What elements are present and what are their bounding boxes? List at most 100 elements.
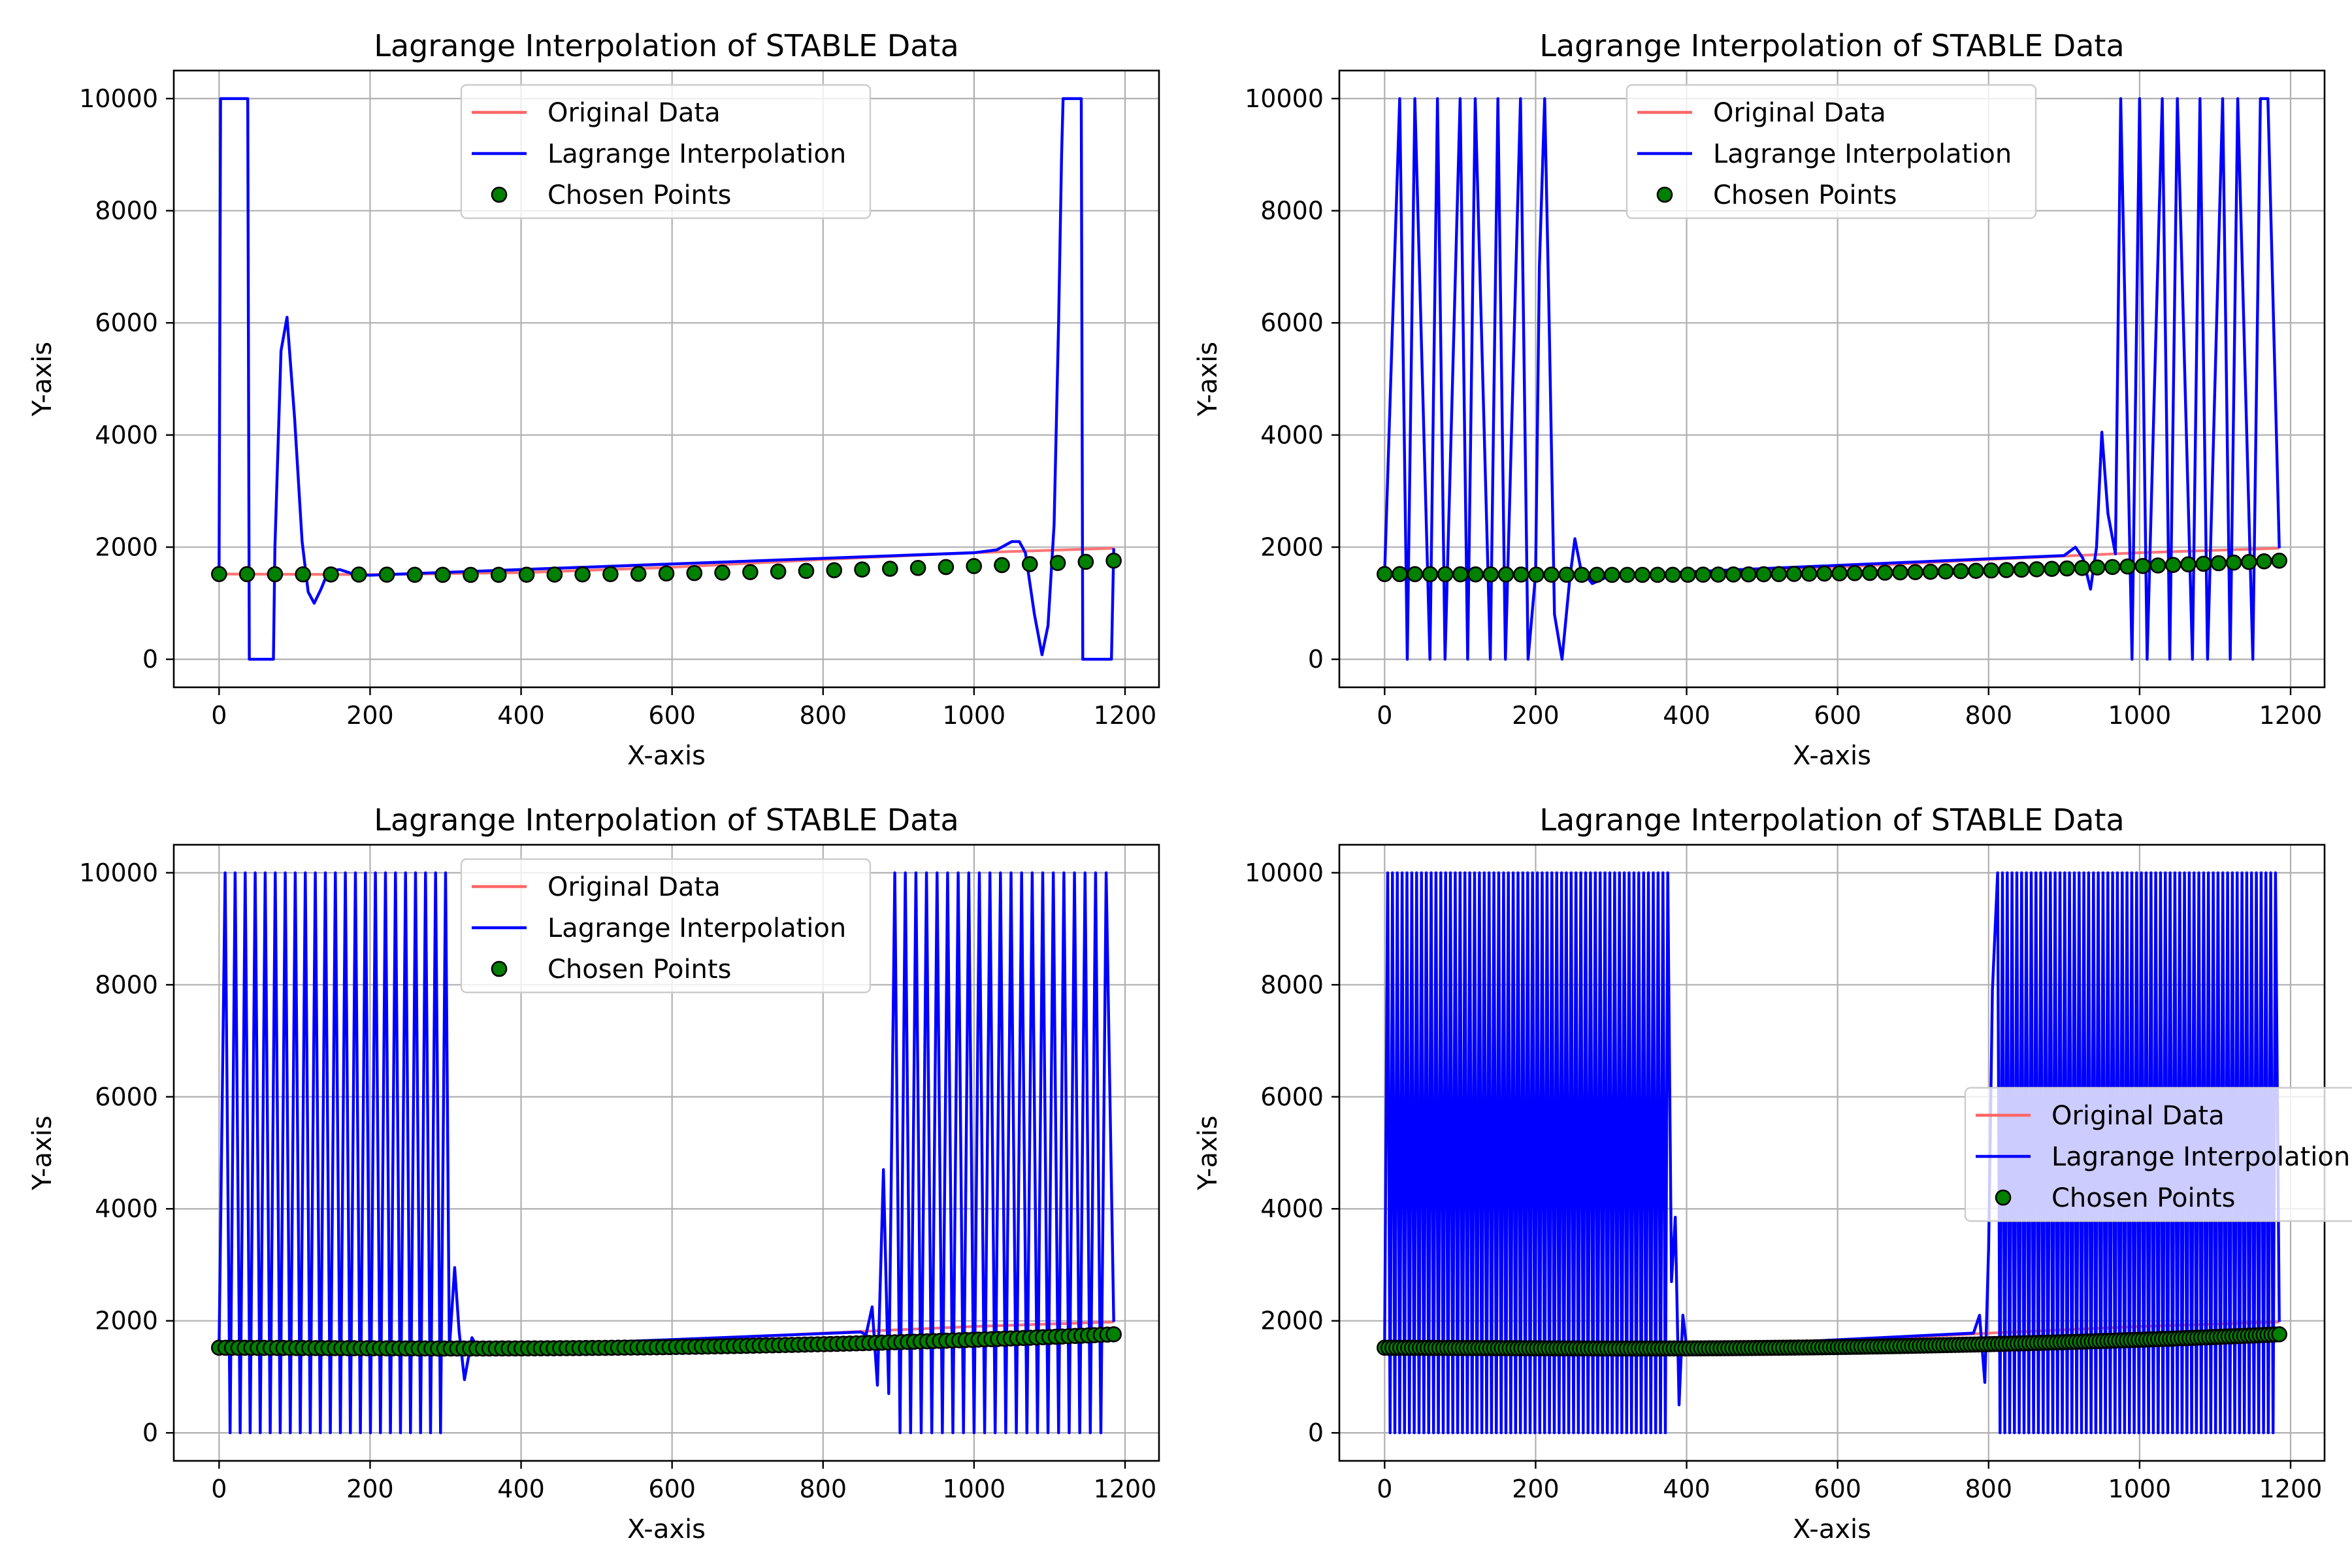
x-tick-label: 800 bbox=[800, 1475, 847, 1503]
y-tick-label: 8000 bbox=[1260, 197, 1324, 225]
x-tick-label: 400 bbox=[1663, 701, 1710, 730]
x-tick-label: 600 bbox=[1814, 1475, 1861, 1503]
y-tick-label: 10000 bbox=[1245, 84, 1324, 113]
y-tick-label: 4000 bbox=[1260, 421, 1324, 449]
chosen-point bbox=[1573, 566, 1590, 583]
x-axis-label: X-axis bbox=[627, 1514, 706, 1544]
x-tick-label: 1000 bbox=[2108, 1475, 2172, 1503]
subplot-4: 0 200 400 600 800 1000 1200 0 2000 4000 6000 8000 10… bbox=[1193, 802, 2352, 1544]
legend-frame bbox=[460, 858, 872, 994]
x-tick-label: 0 bbox=[1377, 701, 1392, 730]
chosen-point bbox=[1998, 562, 2015, 578]
x-tick-label: 1000 bbox=[943, 701, 1006, 730]
chosen-point bbox=[2271, 552, 2287, 569]
chosen-point bbox=[2225, 554, 2242, 571]
chosen-point bbox=[2256, 553, 2272, 570]
y-tick-label: 0 bbox=[1308, 645, 1324, 674]
y-tick-label: 8000 bbox=[95, 197, 158, 225]
y-tick-label: 0 bbox=[142, 1418, 158, 1447]
chosen-point bbox=[546, 566, 563, 583]
chosen-point bbox=[238, 566, 255, 583]
x-tick-label: 600 bbox=[648, 701, 696, 730]
chosen-point bbox=[1497, 566, 1514, 583]
chosen-point bbox=[1588, 566, 1605, 583]
chosen-point bbox=[2013, 561, 2030, 578]
y-tick-label: 8000 bbox=[95, 970, 158, 999]
legend-label: Lagrange Interpolation bbox=[1713, 139, 2012, 169]
y-tick-label: 4000 bbox=[95, 1194, 158, 1223]
y-axis-label: Y-axis bbox=[27, 342, 57, 417]
x-tick-label: 1200 bbox=[1094, 701, 1157, 730]
subplot-1: 0 200 400 600 800 1000 1200 0 2000 4000 6000 8000 10… bbox=[27, 28, 1160, 771]
series-lagrange-interpolation bbox=[218, 871, 1115, 1435]
y-tick-label: 4000 bbox=[95, 421, 158, 449]
chart-title: Lagrange Interpolation of STABLE Data bbox=[374, 28, 958, 63]
chosen-point bbox=[1634, 566, 1651, 583]
x-axis-label: X-axis bbox=[1793, 1514, 1871, 1544]
y-axis-label: Y-axis bbox=[1193, 342, 1223, 417]
chosen-point bbox=[1861, 564, 1878, 581]
chosen-point bbox=[630, 566, 647, 582]
chosen-point bbox=[1952, 563, 1969, 580]
axes-frame bbox=[172, 69, 1160, 689]
y-axis-label: Y-axis bbox=[1193, 1115, 1223, 1190]
x-tick-label: 800 bbox=[800, 701, 847, 730]
legend-label: Lagrange Interpolation bbox=[2051, 1142, 2350, 1172]
legend-frame bbox=[460, 84, 872, 220]
x-axis-label: X-axis bbox=[627, 741, 706, 771]
chosen-point bbox=[1649, 566, 1666, 583]
chosen-point bbox=[1725, 566, 1742, 583]
chosen-point bbox=[1077, 553, 1094, 570]
x-tick-label: 1200 bbox=[2259, 701, 2323, 730]
y-tick-label: 10000 bbox=[79, 858, 158, 887]
legend-label: Lagrange Interpolation bbox=[547, 913, 846, 943]
chosen-point bbox=[574, 566, 591, 583]
chosen-point bbox=[1377, 566, 1393, 582]
legend-swatch-chosen bbox=[491, 186, 508, 203]
y-tick-label: 6000 bbox=[95, 308, 158, 337]
y-tick-label: 2000 bbox=[95, 1307, 158, 1335]
plot-area bbox=[211, 871, 1122, 1435]
y-tick-label: 0 bbox=[1308, 1418, 1324, 1447]
legend: Original Data Lagrange Interpolation Chose… bbox=[1625, 84, 2037, 220]
chosen-point bbox=[463, 566, 479, 583]
x-tick-label: 400 bbox=[1663, 1475, 1710, 1503]
y-tick-label: 2000 bbox=[1260, 532, 1324, 561]
legend-label: Lagrange Interpolation bbox=[547, 139, 846, 169]
y-tick-label: 6000 bbox=[1260, 308, 1324, 337]
chosen-point bbox=[2149, 557, 2166, 574]
chosen-point bbox=[1528, 566, 1544, 583]
y-tick-label: 2000 bbox=[1260, 1307, 1324, 1335]
chosen-point bbox=[2134, 558, 2151, 574]
plot-area bbox=[1377, 871, 2287, 1435]
subplot-3: 0 200 400 600 800 1000 1200 0 2000 4000 6000 8000 10… bbox=[27, 802, 1160, 1544]
chosen-point bbox=[2104, 559, 2121, 576]
chosen-point bbox=[1937, 563, 1954, 580]
legend-swatch-chosen bbox=[491, 960, 508, 977]
legend-label: Original Data bbox=[547, 872, 721, 902]
chosen-point bbox=[1801, 565, 1818, 582]
chosen-point bbox=[1437, 566, 1454, 583]
axes-frame bbox=[1338, 69, 2326, 689]
legend-label: Original Data bbox=[547, 98, 721, 128]
chosen-point bbox=[2074, 560, 2091, 576]
chosen-point bbox=[909, 559, 926, 576]
chosen-point bbox=[211, 566, 227, 582]
chosen-point bbox=[1407, 566, 1424, 583]
x-axis-label: X-axis bbox=[1793, 741, 1871, 771]
chosen-point bbox=[714, 564, 730, 581]
chosen-point bbox=[1831, 565, 1848, 581]
chosen-point bbox=[1680, 566, 1696, 583]
chosen-point bbox=[1558, 566, 1575, 583]
x-tick-label: 0 bbox=[211, 701, 227, 730]
chosen-point bbox=[1665, 566, 1681, 583]
chosen-point bbox=[2089, 559, 2106, 576]
chosen-point bbox=[854, 561, 870, 578]
x-tick-label: 800 bbox=[1965, 701, 2013, 730]
chosen-point bbox=[602, 566, 619, 583]
x-tick-label: 1200 bbox=[1094, 1475, 1157, 1503]
chosen-point bbox=[994, 557, 1010, 574]
chosen-point bbox=[1021, 556, 1038, 572]
chosen-point bbox=[1892, 564, 1908, 581]
